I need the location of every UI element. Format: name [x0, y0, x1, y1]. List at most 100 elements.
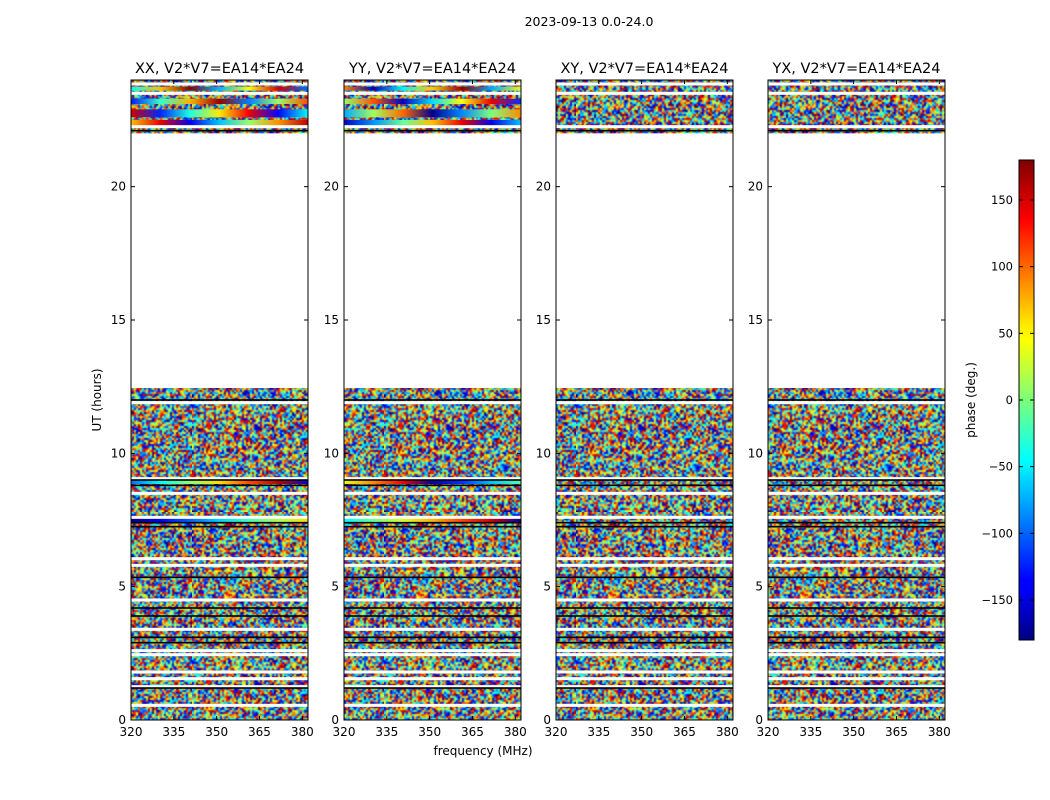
coherent-band	[131, 480, 308, 484]
colorbar-label: phase (deg.)	[964, 362, 978, 438]
flag-gap-row	[131, 563, 308, 567]
x-tick-label: 365	[885, 725, 908, 739]
flag-gap-row	[344, 557, 521, 561]
flag-gap-row	[344, 653, 521, 657]
scan-boundary-line	[556, 641, 733, 644]
flag-gap-row	[768, 491, 945, 495]
flag-gap-row	[556, 557, 733, 561]
phase-image-lower	[131, 388, 308, 720]
x-tick-label: 335	[162, 725, 185, 739]
scan-boundary-line	[131, 129, 308, 132]
scan-boundary-line	[556, 636, 733, 639]
coherent-band	[344, 86, 521, 91]
flag-gap-row	[768, 563, 945, 567]
y-tick-label: 0	[755, 713, 763, 727]
scan-boundary-line	[768, 129, 945, 132]
scan-boundary-line	[131, 399, 308, 401]
x-tick-label: 335	[375, 725, 398, 739]
scan-boundary-line	[344, 607, 521, 609]
scan-boundary-line	[344, 641, 521, 644]
scan-boundary-line	[556, 607, 733, 609]
flag-gap-row	[344, 627, 521, 631]
x-tick-label: 335	[799, 725, 822, 739]
y-tick-label: 20	[111, 180, 126, 194]
colorbar-tick-label: −100	[981, 526, 1013, 540]
flag-gap-row	[344, 685, 521, 689]
flag-gap-row	[556, 82, 733, 86]
x-tick-label: 350	[842, 725, 865, 739]
scan-boundary-line	[344, 687, 521, 689]
colorbar-tick-label: 150	[991, 193, 1013, 207]
y-tick-label: 10	[324, 446, 339, 460]
x-tick-label: 335	[587, 725, 610, 739]
phase-image-lower	[556, 388, 733, 720]
scan-boundary-line	[556, 615, 733, 617]
phase-image-upper	[768, 80, 945, 134]
scan-boundary-line	[344, 525, 521, 528]
flag-gap-row	[131, 649, 308, 653]
flag-gap-row	[131, 401, 308, 405]
flag-gap-row	[131, 477, 308, 481]
flag-gap-row	[768, 557, 945, 561]
flag-gap-row	[344, 515, 521, 519]
flag-gap-row	[131, 677, 308, 681]
phase-image-lower	[768, 388, 945, 720]
flag-gap-row	[768, 515, 945, 519]
coherent-band	[344, 120, 521, 126]
colorbar-tick-label: 0	[1006, 393, 1013, 407]
flag-gap-row	[768, 91, 945, 95]
coherent-band	[131, 109, 308, 118]
coherent-band	[344, 518, 521, 523]
x-tick-label: 320	[757, 725, 780, 739]
y-tick-label: 5	[331, 580, 339, 594]
scan-boundary-line	[131, 576, 308, 579]
y-tick-label: 5	[755, 580, 763, 594]
flag-gap-row	[768, 685, 945, 689]
scan-boundary-line	[768, 521, 945, 524]
scan-boundary-line	[344, 479, 521, 481]
scan-boundary-line	[131, 615, 308, 617]
flag-gap-row	[556, 677, 733, 681]
phase-image-lower	[344, 388, 521, 720]
axes-frame	[343, 79, 522, 721]
scan-boundary-line	[768, 636, 945, 639]
y-tick-label: 10	[536, 446, 551, 460]
scan-boundary-line	[131, 607, 308, 609]
flag-gap-row	[556, 670, 733, 674]
colorbar: −150 −100 −50 0 50 100 150 phase (deg.)	[964, 159, 1035, 641]
y-tick-label: 0	[543, 713, 551, 727]
panels-group: XX, V2*V7=EA14*EA24 320 335 350 365 380 0 5 10 15…	[111, 61, 951, 739]
flag-gap-row	[344, 125, 521, 129]
flag-gap-row	[768, 401, 945, 405]
flag-gap-row	[344, 677, 521, 681]
x-tick-label: 365	[248, 725, 271, 739]
scan-boundary-line	[131, 521, 308, 524]
x-tick-label: 320	[333, 725, 356, 739]
coherent-band	[344, 98, 521, 104]
scan-boundary-line	[131, 525, 308, 528]
scan-boundary-line	[556, 525, 733, 528]
flag-gap-row	[344, 91, 521, 95]
panel-title: XY, V2*V7=EA14*EA24	[560, 61, 728, 77]
scan-boundary-line	[556, 576, 733, 579]
flag-gap-row	[768, 82, 945, 86]
flag-gap-row	[768, 653, 945, 657]
scan-boundary-line	[768, 525, 945, 528]
y-tick-label: 20	[748, 180, 763, 194]
flag-gap-row	[556, 515, 733, 519]
flag-gap-row	[556, 627, 733, 631]
y-tick-label: 15	[748, 313, 763, 327]
flag-gap-row	[344, 670, 521, 674]
panel-title: XX, V2*V7=EA14*EA24	[135, 61, 304, 77]
y-tick-label: 5	[118, 580, 126, 594]
flag-gap-row	[556, 125, 733, 129]
panel-title: YY, V2*V7=EA14*EA24	[348, 61, 516, 77]
colorbar-tick-label: −150	[981, 593, 1013, 607]
flag-gap-row	[344, 598, 521, 602]
flag-gap-row	[131, 653, 308, 657]
coherent-band	[344, 109, 521, 118]
panel-xy: XY, V2*V7=EA14*EA24 320 335 350 365 380 0 5 10 15…	[536, 61, 739, 739]
axes-frame	[130, 79, 309, 721]
flag-gap-row	[344, 401, 521, 405]
